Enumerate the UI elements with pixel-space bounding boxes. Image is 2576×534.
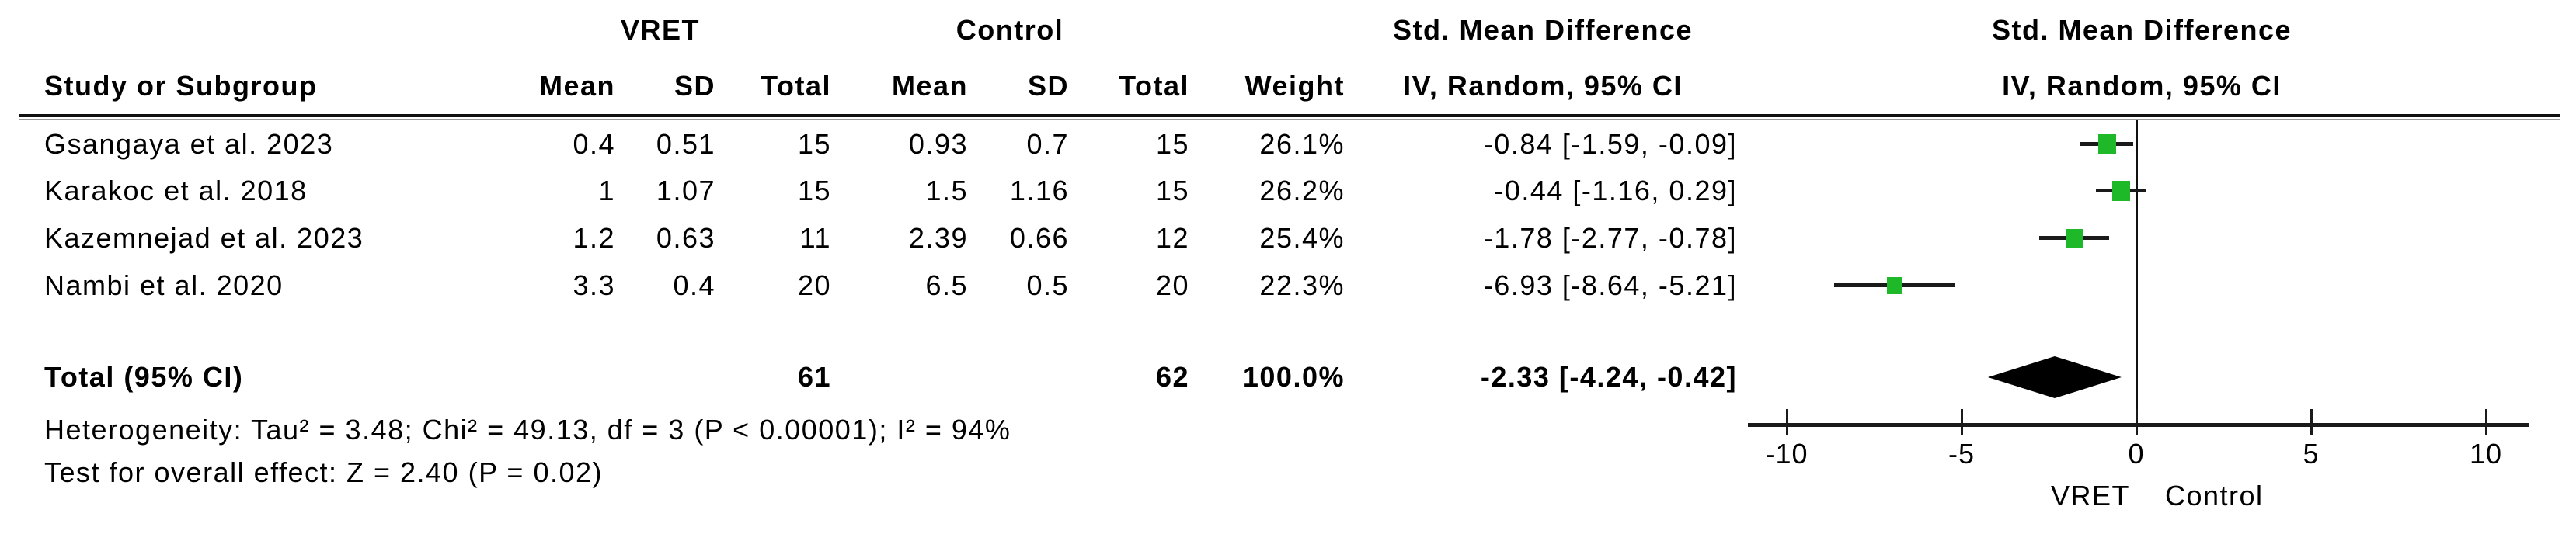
vret-mean: 0.4 [573, 128, 615, 160]
pooled-effect-diamond [1988, 356, 2122, 398]
axis-tick-label: 0 [2128, 438, 2145, 470]
effect-column-title: Std. Mean Difference [1392, 14, 1694, 46]
weight-value: 26.2% [1259, 175, 1345, 206]
overall-effect-stats: Test for overall effect: Z = 2.40 (P = 0… [44, 456, 604, 488]
control-mean: 0.93 [908, 128, 968, 160]
axis-tick-label: -10 [1765, 438, 1808, 470]
total-control-n: 62 [1155, 361, 1189, 393]
col-header-control-sd: SD [1027, 70, 1069, 102]
axis-tick [2136, 409, 2138, 435]
favours-vret-label: VRET [2050, 480, 2130, 511]
control-sd: 0.7 [1026, 128, 1069, 160]
weight-value: 25.4% [1259, 222, 1345, 254]
control-total: 15 [1155, 128, 1189, 160]
ci-text: -1.78 [-2.77, -0.78] [1483, 222, 1737, 254]
vret-sd: 1.07 [656, 175, 715, 206]
heterogeneity-stats: Heterogeneity: Tau² = 3.48; Chi² = 49.13… [44, 414, 1011, 446]
control-mean: 6.5 [925, 269, 968, 301]
control-sd: 0.66 [1009, 222, 1069, 254]
favours-control-label: Control [2165, 480, 2264, 511]
study-name: Nambi et al. 2020 [44, 269, 284, 301]
axis-tick-label: 10 [2469, 438, 2503, 470]
zero-reference-line [2136, 120, 2138, 423]
ci-text: -6.93 [-8.64, -5.21] [1483, 269, 1737, 301]
col-header-vret-total: Total [761, 70, 831, 102]
total-weight: 100.0% [1242, 361, 1345, 393]
col-header-vret-mean: Mean [538, 70, 615, 102]
control-sd: 0.5 [1026, 269, 1069, 301]
effect-square [2097, 134, 2116, 154]
weight-value: 22.3% [1259, 269, 1345, 301]
weight-value: 26.1% [1259, 128, 1345, 160]
header-separator-line [19, 114, 2560, 117]
study-name: Gsangaya et al. 2023 [44, 128, 334, 160]
col-header-vret-sd: SD [674, 70, 715, 102]
vret-total: 11 [799, 222, 831, 254]
vret-mean: 1.2 [573, 222, 615, 254]
control-mean: 1.5 [925, 175, 968, 206]
control-sd: 1.16 [1009, 175, 1069, 206]
control-mean: 2.39 [908, 222, 968, 254]
plot-subtitle: IV, Random, 95% CI [2002, 70, 2282, 102]
study-name: Karakoc et al. 2018 [44, 175, 308, 206]
axis-tick [2310, 409, 2313, 435]
effect-square [1886, 277, 1902, 294]
group-header-vret: VRET [620, 14, 700, 46]
header-separator-line-shadow [19, 119, 2560, 120]
control-total: 15 [1155, 175, 1189, 206]
x-axis-line [1748, 423, 2529, 427]
total-label: Total (95% CI) [44, 361, 244, 393]
col-header-weight: Weight [1244, 70, 1345, 102]
axis-tick [2485, 409, 2487, 435]
vret-total: 15 [797, 128, 831, 160]
effect-square [2111, 181, 2130, 201]
axis-tick-label: -5 [1948, 438, 1975, 470]
total-vret-n: 61 [797, 361, 831, 393]
vret-mean: 3.3 [573, 269, 615, 301]
total-ci-text: -2.33 [-4.24, -0.42] [1480, 361, 1737, 393]
group-header-control: Control [956, 14, 1064, 46]
col-header-control-total: Total [1119, 70, 1189, 102]
control-total: 12 [1155, 222, 1189, 254]
axis-tick [1961, 409, 1963, 435]
col-header-control-mean: Mean [891, 70, 968, 102]
ci-text: -0.84 [-1.59, -0.09] [1483, 128, 1737, 160]
ci-text: -0.44 [-1.16, 0.29] [1494, 175, 1737, 206]
axis-tick [1786, 409, 1788, 435]
vret-sd: 0.4 [673, 269, 715, 301]
vret-sd: 0.51 [656, 128, 715, 160]
control-total: 20 [1155, 269, 1189, 301]
effect-column-subtitle: IV, Random, 95% CI [1403, 70, 1683, 102]
study-name: Kazemnejad et al. 2023 [44, 222, 364, 254]
vret-sd: 0.63 [656, 222, 715, 254]
vret-total: 20 [797, 269, 831, 301]
plot-title: Std. Mean Difference [1991, 14, 2292, 46]
axis-tick-label: 5 [2303, 438, 2320, 470]
col-header-study: Study or Subgroup [44, 70, 318, 102]
vret-mean: 1 [598, 175, 615, 206]
effect-square [2065, 228, 2083, 248]
vret-total: 15 [797, 175, 831, 206]
